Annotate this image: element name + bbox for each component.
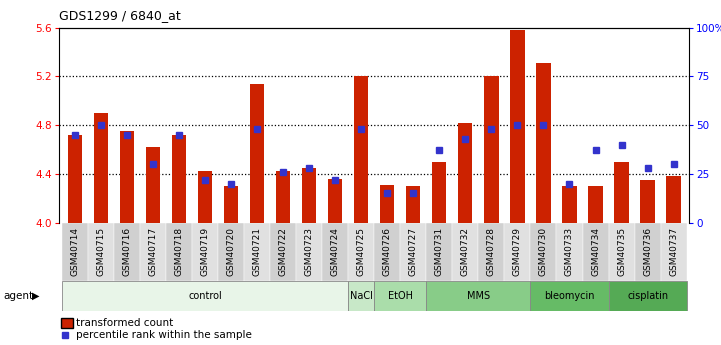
Bar (406, 186, 420, 223)
Text: GSM40726: GSM40726 (383, 227, 392, 276)
Text: MMS: MMS (466, 291, 490, 301)
Text: transformed count: transformed count (76, 318, 174, 328)
Bar (426, 223, 452, 281)
Text: GSM40734: GSM40734 (591, 227, 600, 276)
Bar (192, 223, 218, 281)
Bar (62, 223, 88, 281)
Text: GSM40724: GSM40724 (331, 227, 340, 276)
Text: GSM40725: GSM40725 (357, 227, 366, 276)
Bar (505, 223, 531, 281)
Bar (426, 281, 531, 310)
Bar (588, 186, 603, 223)
Text: GSM40728: GSM40728 (487, 227, 496, 276)
Text: GSM40717: GSM40717 (149, 227, 157, 276)
Text: EtOH: EtOH (388, 291, 412, 301)
Bar (666, 176, 681, 223)
Bar (276, 171, 291, 223)
Bar (634, 223, 660, 281)
Text: GSM40733: GSM40733 (565, 227, 574, 276)
Bar (458, 122, 472, 223)
Bar (609, 223, 634, 281)
Bar (140, 223, 166, 281)
Bar (348, 223, 374, 281)
Bar (510, 30, 525, 223)
Bar (380, 185, 394, 223)
Text: GSM40729: GSM40729 (513, 227, 522, 276)
Text: agent: agent (4, 291, 34, 301)
Bar (452, 223, 478, 281)
Text: cisplatin: cisplatin (627, 291, 668, 301)
Bar (250, 83, 264, 223)
Bar (270, 223, 296, 281)
Bar (166, 223, 192, 281)
Bar (218, 223, 244, 281)
Text: GSM40732: GSM40732 (461, 227, 470, 276)
Bar (114, 223, 140, 281)
Text: GSM40720: GSM40720 (226, 227, 236, 276)
Text: GSM40718: GSM40718 (174, 227, 183, 276)
Bar (296, 223, 322, 281)
Bar (68, 135, 82, 223)
Bar (614, 161, 629, 223)
Bar (478, 223, 505, 281)
Text: GSM40735: GSM40735 (617, 227, 626, 276)
Text: GSM40721: GSM40721 (252, 227, 262, 276)
Bar (198, 171, 212, 223)
Bar (536, 63, 551, 223)
Text: GDS1299 / 6840_at: GDS1299 / 6840_at (59, 9, 181, 22)
Text: bleomycin: bleomycin (544, 291, 595, 301)
Text: GSM40731: GSM40731 (435, 227, 444, 276)
Bar (485, 76, 498, 223)
Bar (640, 180, 655, 223)
Bar (62, 281, 348, 310)
Bar (531, 281, 609, 310)
Text: GSM40719: GSM40719 (200, 227, 209, 276)
Text: GSM40730: GSM40730 (539, 227, 548, 276)
Bar (224, 186, 238, 223)
Bar (348, 281, 374, 310)
Bar (322, 223, 348, 281)
Bar (354, 76, 368, 223)
Bar (374, 281, 426, 310)
Text: GSM40722: GSM40722 (278, 227, 288, 276)
Text: ▶: ▶ (32, 291, 39, 301)
Text: GSM40716: GSM40716 (123, 227, 131, 276)
Bar (146, 147, 160, 223)
Bar (88, 223, 114, 281)
Bar (432, 161, 446, 223)
Bar (660, 223, 686, 281)
Text: GSM40715: GSM40715 (97, 227, 105, 276)
Bar (400, 223, 426, 281)
Bar (557, 223, 583, 281)
Bar (244, 223, 270, 281)
Bar (583, 223, 609, 281)
Bar (562, 186, 577, 223)
Bar (609, 281, 686, 310)
Text: percentile rank within the sample: percentile rank within the sample (76, 331, 252, 340)
Bar (328, 179, 342, 223)
Text: GSM40714: GSM40714 (70, 227, 79, 276)
Bar (172, 135, 186, 223)
Bar (374, 223, 400, 281)
Text: control: control (188, 291, 222, 301)
Bar (120, 131, 134, 223)
Bar (531, 223, 557, 281)
Text: GSM40727: GSM40727 (409, 227, 417, 276)
Text: GSM40736: GSM40736 (643, 227, 652, 276)
Bar (302, 168, 317, 223)
Text: NaCl: NaCl (350, 291, 373, 301)
Text: GSM40723: GSM40723 (304, 227, 314, 276)
Bar (94, 113, 108, 223)
Text: GSM40737: GSM40737 (669, 227, 678, 276)
